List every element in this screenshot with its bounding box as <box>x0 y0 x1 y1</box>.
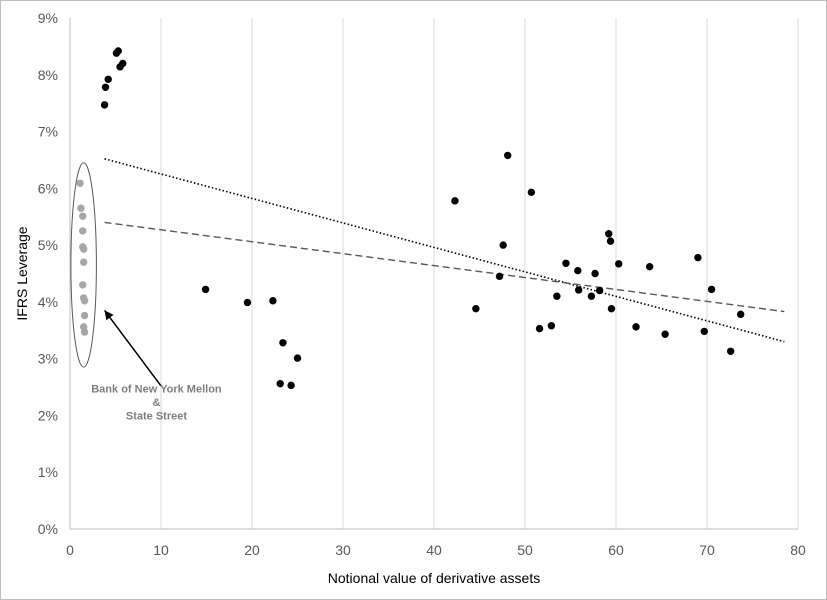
data-point <box>700 327 708 336</box>
y-axis-title: IFRS Leverage <box>14 226 30 320</box>
annotation-arrow-line <box>103 309 162 387</box>
data-point <box>562 259 570 267</box>
data-point <box>535 324 544 333</box>
highlighted-data-point <box>79 245 88 253</box>
data-point <box>201 285 210 294</box>
highlighted-data-point <box>77 204 85 212</box>
data-point <box>495 272 504 281</box>
x-tick-label: 50 <box>517 542 533 558</box>
data-point <box>605 230 613 238</box>
data-point <box>615 260 623 268</box>
data-point <box>607 305 616 313</box>
y-tick-label: 6% <box>38 180 58 196</box>
annotation-label-line: & <box>152 397 160 409</box>
data-point <box>504 151 512 160</box>
data-point <box>587 292 596 300</box>
y-tick-label: 7% <box>38 124 58 140</box>
data-point <box>553 292 561 300</box>
data-point <box>276 379 284 388</box>
data-point <box>736 310 745 319</box>
highlighted-data-point <box>80 311 89 320</box>
data-point <box>694 253 702 262</box>
data-point <box>632 323 640 331</box>
annotation-label-line: State Street <box>126 411 187 423</box>
y-tick-label: 8% <box>38 67 58 83</box>
data-point <box>591 269 599 278</box>
highlighted-data-point <box>80 328 89 336</box>
highlighted-data-point <box>79 258 88 266</box>
x-tick-label: 10 <box>153 542 169 558</box>
data-point <box>100 101 109 109</box>
x-tick-label: 60 <box>608 542 624 558</box>
y-tick-label: 5% <box>38 237 58 253</box>
data-point <box>574 286 583 294</box>
annotation-label-line: Bank of New York Mellon <box>91 384 222 396</box>
data-point <box>119 59 127 68</box>
annotation-arrow-head <box>104 310 114 321</box>
x-tick-label: 0 <box>66 542 74 558</box>
x-tick-label: 30 <box>335 542 351 558</box>
data-point <box>661 330 669 338</box>
y-tick-label: 1% <box>38 464 58 480</box>
data-point <box>527 188 536 197</box>
data-point <box>499 241 507 249</box>
highlighted-data-point <box>79 281 87 289</box>
data-point <box>472 305 480 313</box>
y-tick-label: 2% <box>38 407 58 423</box>
data-point <box>707 285 716 294</box>
x-tick-label: 20 <box>244 542 260 558</box>
data-point <box>269 297 277 305</box>
highlighted-data-point <box>79 212 87 220</box>
data-point <box>279 339 287 347</box>
highlight-ellipse <box>70 162 97 368</box>
data-point <box>645 262 654 271</box>
data-point <box>574 266 582 275</box>
y-tick-label: 4% <box>38 294 58 310</box>
highlighted-data-point <box>76 179 84 187</box>
y-tick-label: 3% <box>38 351 58 367</box>
highlighted-data-point <box>80 297 89 305</box>
y-tick-label: 0% <box>38 521 58 537</box>
y-tick-label: 9% <box>38 10 58 26</box>
x-tick-label: 80 <box>790 542 806 558</box>
data-point <box>726 347 735 355</box>
data-point <box>287 381 295 390</box>
x-tick-label: 70 <box>699 542 715 558</box>
trendline-dotted <box>104 158 785 343</box>
x-axis-title: Notional value of derivative assets <box>328 570 540 586</box>
data-point <box>114 47 122 55</box>
data-point <box>547 322 556 330</box>
data-point <box>243 298 252 307</box>
x-tick-label: 40 <box>426 542 442 558</box>
data-point <box>293 354 302 362</box>
data-point <box>606 237 615 245</box>
data-point <box>595 286 604 295</box>
trendline-dashed <box>104 221 785 313</box>
data-point <box>451 197 459 205</box>
highlighted-data-point <box>79 227 87 235</box>
data-point <box>101 83 110 91</box>
data-point <box>104 75 112 84</box>
